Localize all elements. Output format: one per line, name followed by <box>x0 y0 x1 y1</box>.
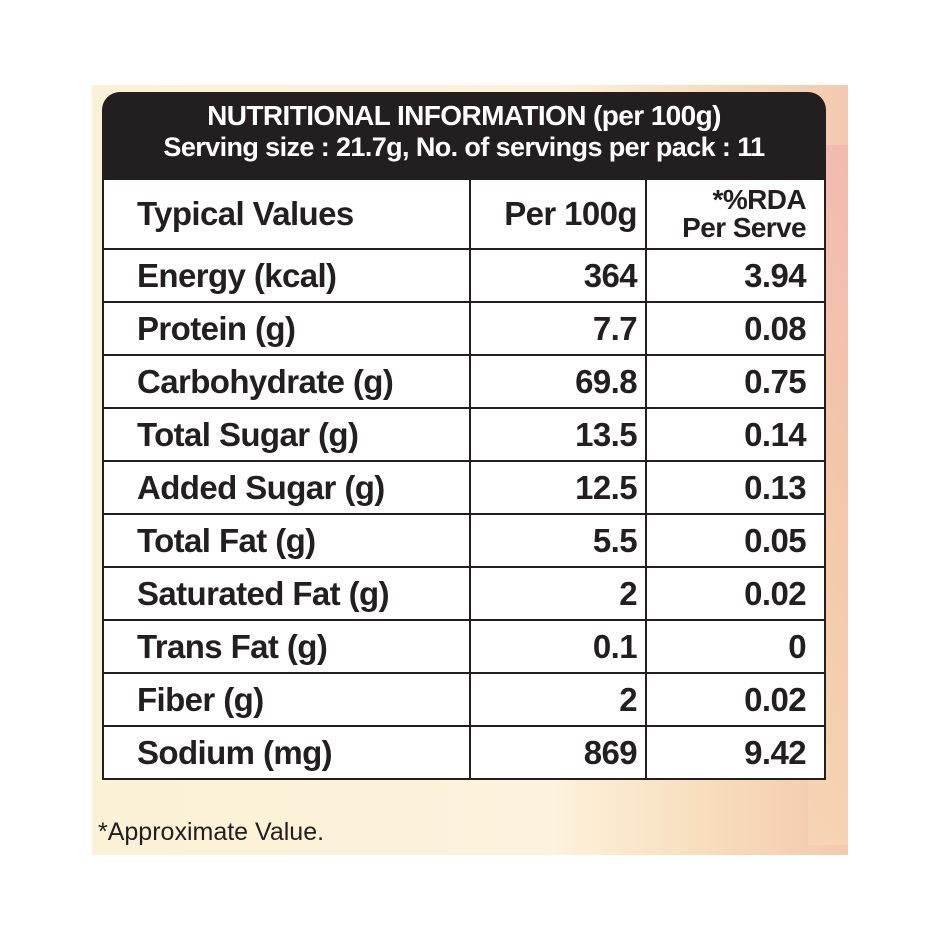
rda-value: 0.13 <box>645 460 826 515</box>
nutrient-name: Total Fat (g) <box>102 513 471 568</box>
nutrient-name: Energy (kcal) <box>102 248 471 303</box>
table-row: Fiber (g) 2 0.02 <box>102 672 826 727</box>
nutrition-table: Typical Values Per 100g *%RDA Per Serve … <box>102 178 826 780</box>
footnote: *Approximate Value. <box>98 818 325 846</box>
header-subtitle: Serving size : 21.7g, No. of servings pe… <box>163 132 765 162</box>
rda-value: 0 <box>645 619 826 674</box>
table-row: Trans Fat (g) 0.1 0 <box>102 619 826 674</box>
nutrition-header: NUTRITIONAL INFORMATION (per 100g) Servi… <box>102 92 826 178</box>
per-100g-value: 5.5 <box>469 513 647 568</box>
rda-value: 0.05 <box>645 513 826 568</box>
nutrient-name: Carbohydrate (g) <box>102 354 471 409</box>
nutrient-name: Protein (g) <box>102 301 471 356</box>
table-row: Saturated Fat (g) 2 0.02 <box>102 566 826 621</box>
per-100g-value: 69.8 <box>469 354 647 409</box>
table-row: Energy (kcal) 364 3.94 <box>102 248 826 303</box>
rda-value: 0.75 <box>645 354 826 409</box>
nutrient-name: Total Sugar (g) <box>102 407 471 462</box>
rda-line-2: Per Serve <box>682 212 806 243</box>
per-100g-value: 2 <box>469 672 647 727</box>
rda-value: 0.02 <box>645 566 826 621</box>
nutrient-name: Trans Fat (g) <box>102 619 471 674</box>
rda-value: 0.08 <box>645 301 826 356</box>
rda-value: 0.14 <box>645 407 826 462</box>
nutrient-name: Sodium (mg) <box>102 725 471 780</box>
table-row: Carbohydrate (g) 69.8 0.75 <box>102 354 826 409</box>
per-100g-value: 869 <box>469 725 647 780</box>
table-row: Added Sugar (g) 12.5 0.13 <box>102 460 826 515</box>
table-row: Total Fat (g) 5.5 0.05 <box>102 513 826 568</box>
header-title: NUTRITIONAL INFORMATION (per 100g) <box>207 100 721 131</box>
per-100g-value: 13.5 <box>469 407 647 462</box>
per-100g-value: 2 <box>469 566 647 621</box>
table-row: Total Sugar (g) 13.5 0.14 <box>102 407 826 462</box>
table-row: Sodium (mg) 869 9.42 <box>102 725 826 780</box>
nutrient-name: Fiber (g) <box>102 672 471 727</box>
per-100g-value: 364 <box>469 248 647 303</box>
nutrient-name: Saturated Fat (g) <box>102 566 471 621</box>
rda-value: 9.42 <box>645 725 826 780</box>
table-header-row: Typical Values Per 100g *%RDA Per Serve <box>102 178 826 250</box>
rda-line-1: *%RDA <box>712 184 807 215</box>
column-header-typical-values: Typical Values <box>102 178 471 250</box>
per-100g-value: 12.5 <box>469 460 647 515</box>
column-header-per-100g: Per 100g <box>469 178 647 250</box>
column-header-rda: *%RDA Per Serve <box>645 178 826 250</box>
nutrient-name: Added Sugar (g) <box>102 460 471 515</box>
per-100g-value: 0.1 <box>469 619 647 674</box>
per-100g-value: 7.7 <box>469 301 647 356</box>
rda-value: 3.94 <box>645 248 826 303</box>
rda-value: 0.02 <box>645 672 826 727</box>
table-row: Protein (g) 7.7 0.08 <box>102 301 826 356</box>
